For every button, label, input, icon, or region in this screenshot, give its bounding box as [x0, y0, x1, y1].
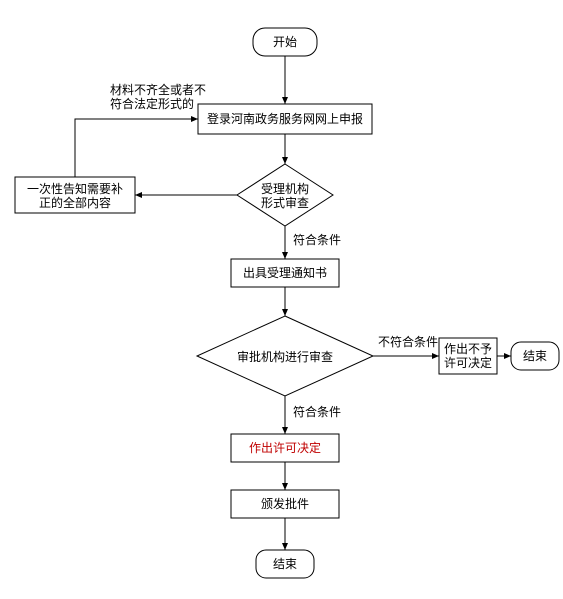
- label-approve: 作出许可决定: [249, 440, 321, 455]
- node-login: 登录河南政务服务网网上申报: [198, 104, 372, 134]
- flowchart-canvas: 开始 登录河南政务服务网网上申报 受理机构 形式审查 材料不齐全或者不 符合法定…: [0, 0, 563, 599]
- edge-label-fail-2: 符合法定形式的: [110, 96, 194, 111]
- node-end: 结束: [256, 550, 314, 578]
- label-check-1: 受理机构: [261, 181, 309, 196]
- label-end: 结束: [273, 557, 297, 571]
- label-issue: 颁发批件: [261, 496, 309, 511]
- node-accept-letter: 出具受理通知书: [231, 259, 339, 287]
- label-review: 审批机构进行审查: [237, 349, 333, 364]
- node-end-2: 结束: [511, 342, 559, 370]
- node-issue: 颁发批件: [231, 490, 339, 518]
- label-login: 登录河南政务服务网网上申报: [207, 111, 363, 126]
- edge-label-reviewfail: 不符合条件: [378, 334, 438, 349]
- node-correct: 一次性告知需要补 正的全部内容: [15, 177, 135, 213]
- edge-label-checkpass: 符合条件: [293, 232, 341, 247]
- label-end-2: 结束: [523, 349, 547, 363]
- edge-correct-login: [75, 119, 198, 177]
- label-reject-1: 作出不予: [444, 342, 492, 356]
- label-start: 开始: [273, 35, 297, 49]
- label-check-2: 形式审查: [261, 195, 309, 210]
- label-correct-1: 一次性告知需要补: [27, 182, 123, 196]
- node-reject: 作出不予 许可决定: [439, 338, 497, 374]
- node-start: 开始: [253, 28, 317, 56]
- node-approve: 作出许可决定: [231, 434, 339, 462]
- node-review: 审批机构进行审查: [197, 316, 373, 396]
- label-correct-2: 正的全部内容: [39, 195, 111, 210]
- label-accept: 出具受理通知书: [243, 266, 327, 280]
- node-form-check: 受理机构 形式审查: [237, 164, 333, 226]
- edge-label-reviewpass: 符合条件: [293, 404, 341, 419]
- edge-label-fail-1: 材料不齐全或者不: [110, 82, 206, 97]
- label-reject-2: 许可决定: [444, 355, 492, 370]
